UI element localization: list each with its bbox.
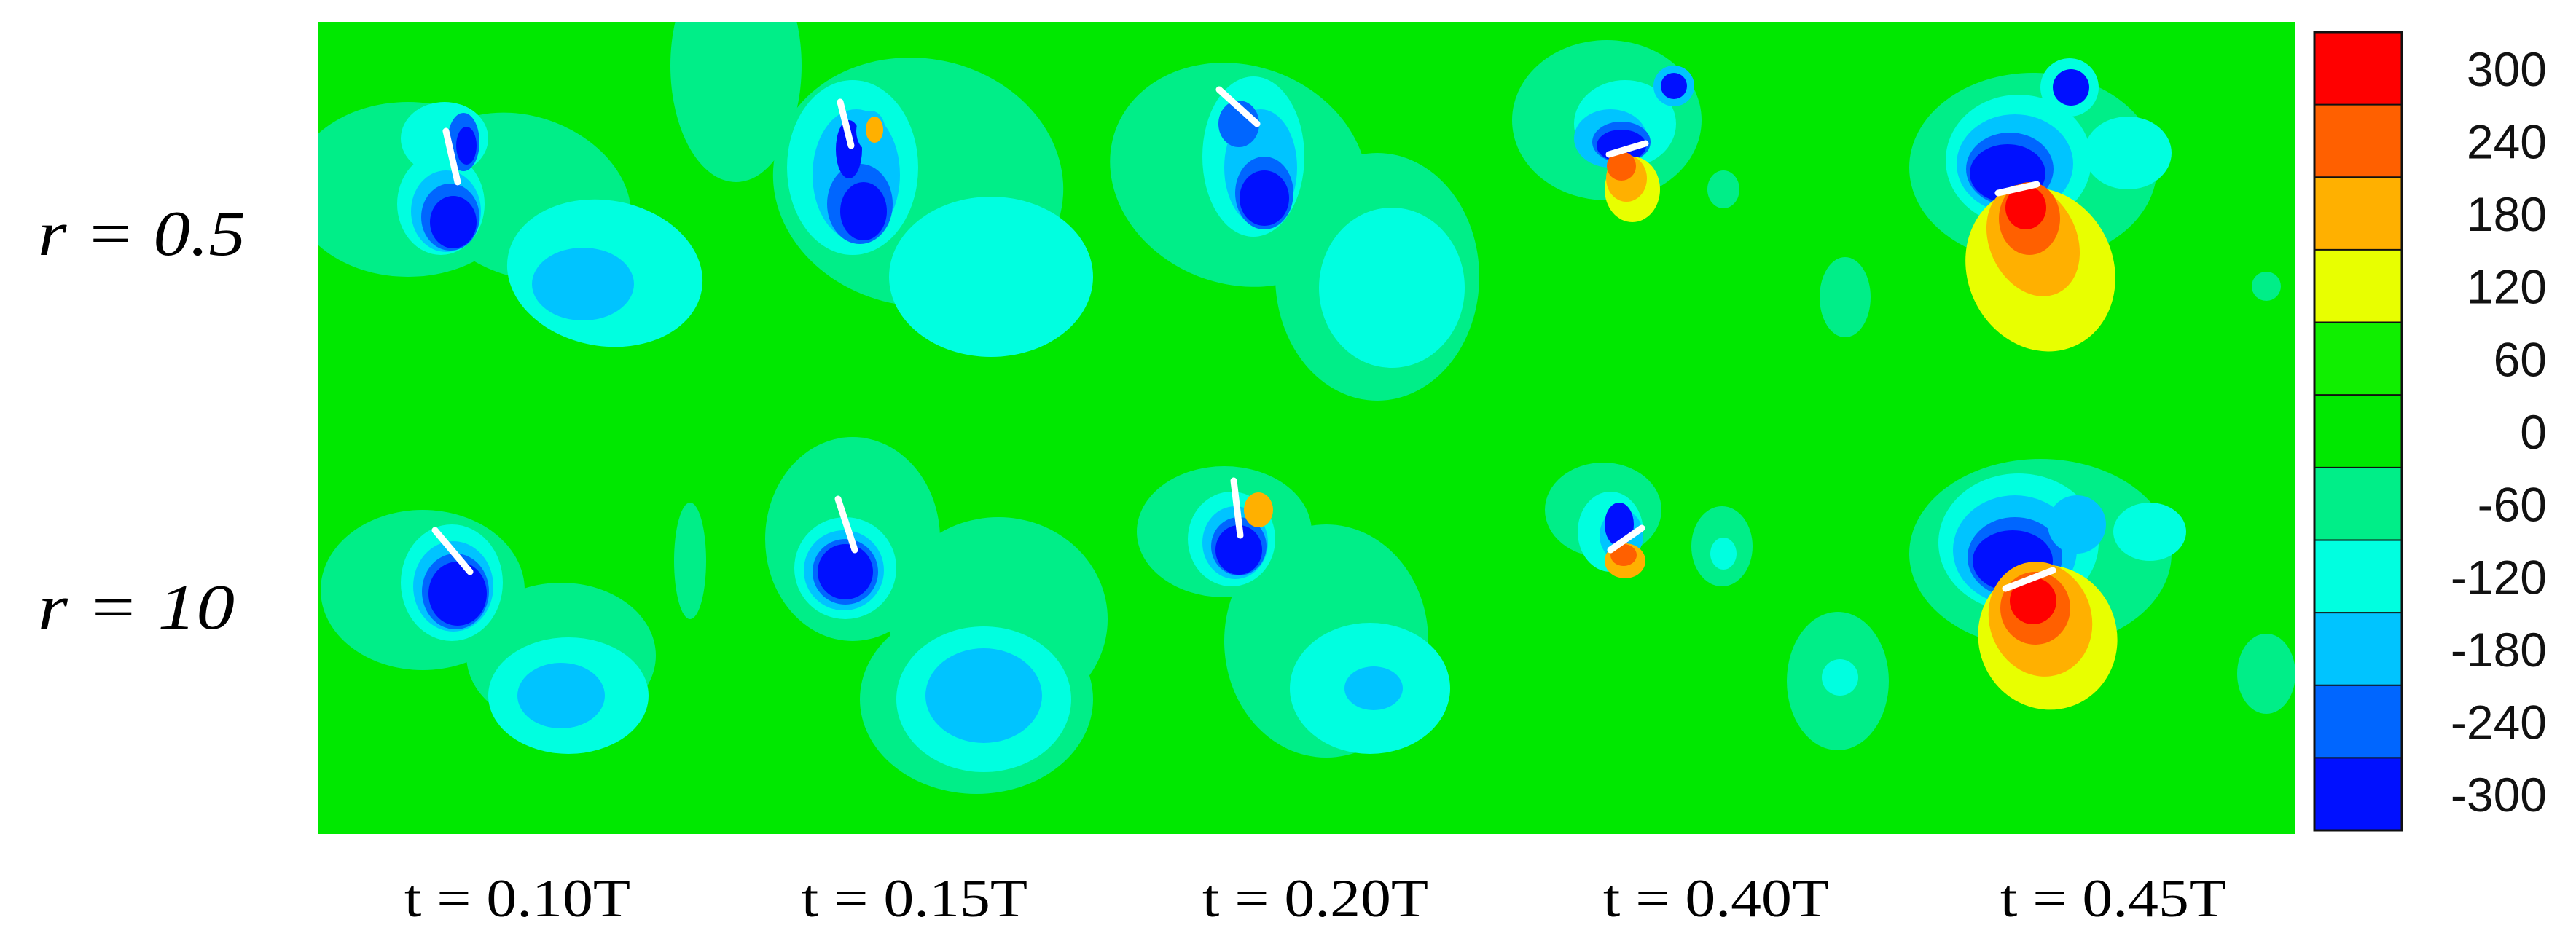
colorbar-band <box>2314 177 2402 250</box>
vortex-contour <box>1215 525 1262 575</box>
row-labels: r = 0.5 r = 10 <box>38 199 246 643</box>
colorbar-band <box>2314 322 2402 396</box>
vortex-contour <box>2010 578 2056 624</box>
colorbar-band <box>2314 758 2402 830</box>
plate <box>442 127 461 186</box>
colorbar-band <box>2314 32 2402 105</box>
vortex-contour <box>1244 492 1273 527</box>
vortex-contour <box>430 196 477 248</box>
plate <box>1605 140 1649 158</box>
flapping-plates <box>431 86 2056 592</box>
colorbar-frame <box>2313 31 2403 832</box>
vortex-contour <box>1822 659 1858 696</box>
colorbar-tick-label: -120 <box>2451 550 2547 604</box>
colorbar-band <box>2314 540 2402 613</box>
column-label-t-0-45: t = 0.45T <box>2000 869 2226 929</box>
contour-panel <box>318 22 2295 834</box>
colorbar-band <box>2314 249 2402 323</box>
vortex-contour <box>1710 538 1737 570</box>
colorbar: 300 240 180 120 60 0 -60 -120 -180 -240 -300 <box>2313 31 2547 832</box>
plate <box>2002 567 2056 592</box>
plate <box>837 98 855 149</box>
colorbar-tick-labels: 300 240 180 120 60 0 -60 -120 -180 -240 -300 <box>2451 42 2547 822</box>
vortex-contour <box>1820 257 1871 337</box>
vortex-contour <box>1319 208 1465 368</box>
colorbar-tick-label: -180 <box>2451 623 2547 677</box>
vortex-contour <box>2113 503 2186 561</box>
vortex-contour <box>2005 186 2046 229</box>
vortex-contour <box>1707 170 1739 208</box>
row-label-r-10: r = 10 <box>38 573 235 643</box>
colorbar-tick-label: 240 <box>2467 114 2547 168</box>
vortex-contour <box>1344 666 1403 710</box>
column-label-t-0-40: t = 0.40T <box>1603 869 1829 929</box>
colorbar-tick-label: 0 <box>2520 405 2547 459</box>
vortex-contour <box>674 503 706 619</box>
plate <box>1230 477 1244 539</box>
vortex-contour <box>532 248 634 320</box>
colorbar-band <box>2314 613 2402 685</box>
plate <box>834 495 858 554</box>
vortex-contour <box>818 544 873 599</box>
colorbar-band <box>2314 467 2402 540</box>
colorbar-tick-label: -300 <box>2451 768 2547 822</box>
vortex-contour <box>2084 117 2172 189</box>
plate <box>1994 181 2040 197</box>
vortex-contour <box>840 182 887 240</box>
plate <box>1607 524 1645 554</box>
colorbar-band <box>2314 104 2402 178</box>
vortex-contour <box>456 127 477 165</box>
vortex-contour <box>2237 634 2295 714</box>
vortex-contour <box>1610 544 1637 566</box>
plate <box>1215 86 1261 127</box>
colorbar-tick-label: 60 <box>2494 332 2547 386</box>
vortex-contour <box>1661 73 1687 99</box>
colorbar-band <box>2314 395 2402 468</box>
column-labels: t = 0.10T t = 0.15T t = 0.20T t = 0.40T … <box>404 869 2226 929</box>
colorbar-tick-label: -240 <box>2451 696 2547 750</box>
vortex-contour <box>866 117 883 143</box>
vortex-contour <box>889 197 1093 357</box>
colorbar-tick-label: 300 <box>2467 42 2547 96</box>
column-label-t-0-15: t = 0.15T <box>802 869 1027 929</box>
vortex-contour <box>2252 272 2281 301</box>
column-label-t-0-20: t = 0.20T <box>1202 869 1428 929</box>
plate <box>431 527 474 575</box>
vortex-contour <box>2048 495 2106 554</box>
column-label-t-0-10: t = 0.10T <box>404 869 630 929</box>
vortex-contour <box>1240 170 1289 226</box>
vortex-contour <box>925 648 1042 743</box>
vortex-contour <box>2053 69 2089 106</box>
vortex-contour <box>1607 152 1636 181</box>
row-label-r-0-5: r = 0.5 <box>38 199 246 270</box>
vortex-contour <box>517 663 605 728</box>
vortex-contours <box>318 22 2295 794</box>
colorbar-tick-label: 120 <box>2467 260 2547 314</box>
colorbar-bands <box>2314 32 2402 830</box>
colorbar-tick-label: -60 <box>2478 478 2547 532</box>
colorbar-tick-label: 180 <box>2467 187 2547 241</box>
vortex-contour <box>670 22 802 182</box>
colorbar-band <box>2314 685 2402 758</box>
vortex-contour <box>836 120 862 178</box>
vortex-contour <box>428 562 487 626</box>
